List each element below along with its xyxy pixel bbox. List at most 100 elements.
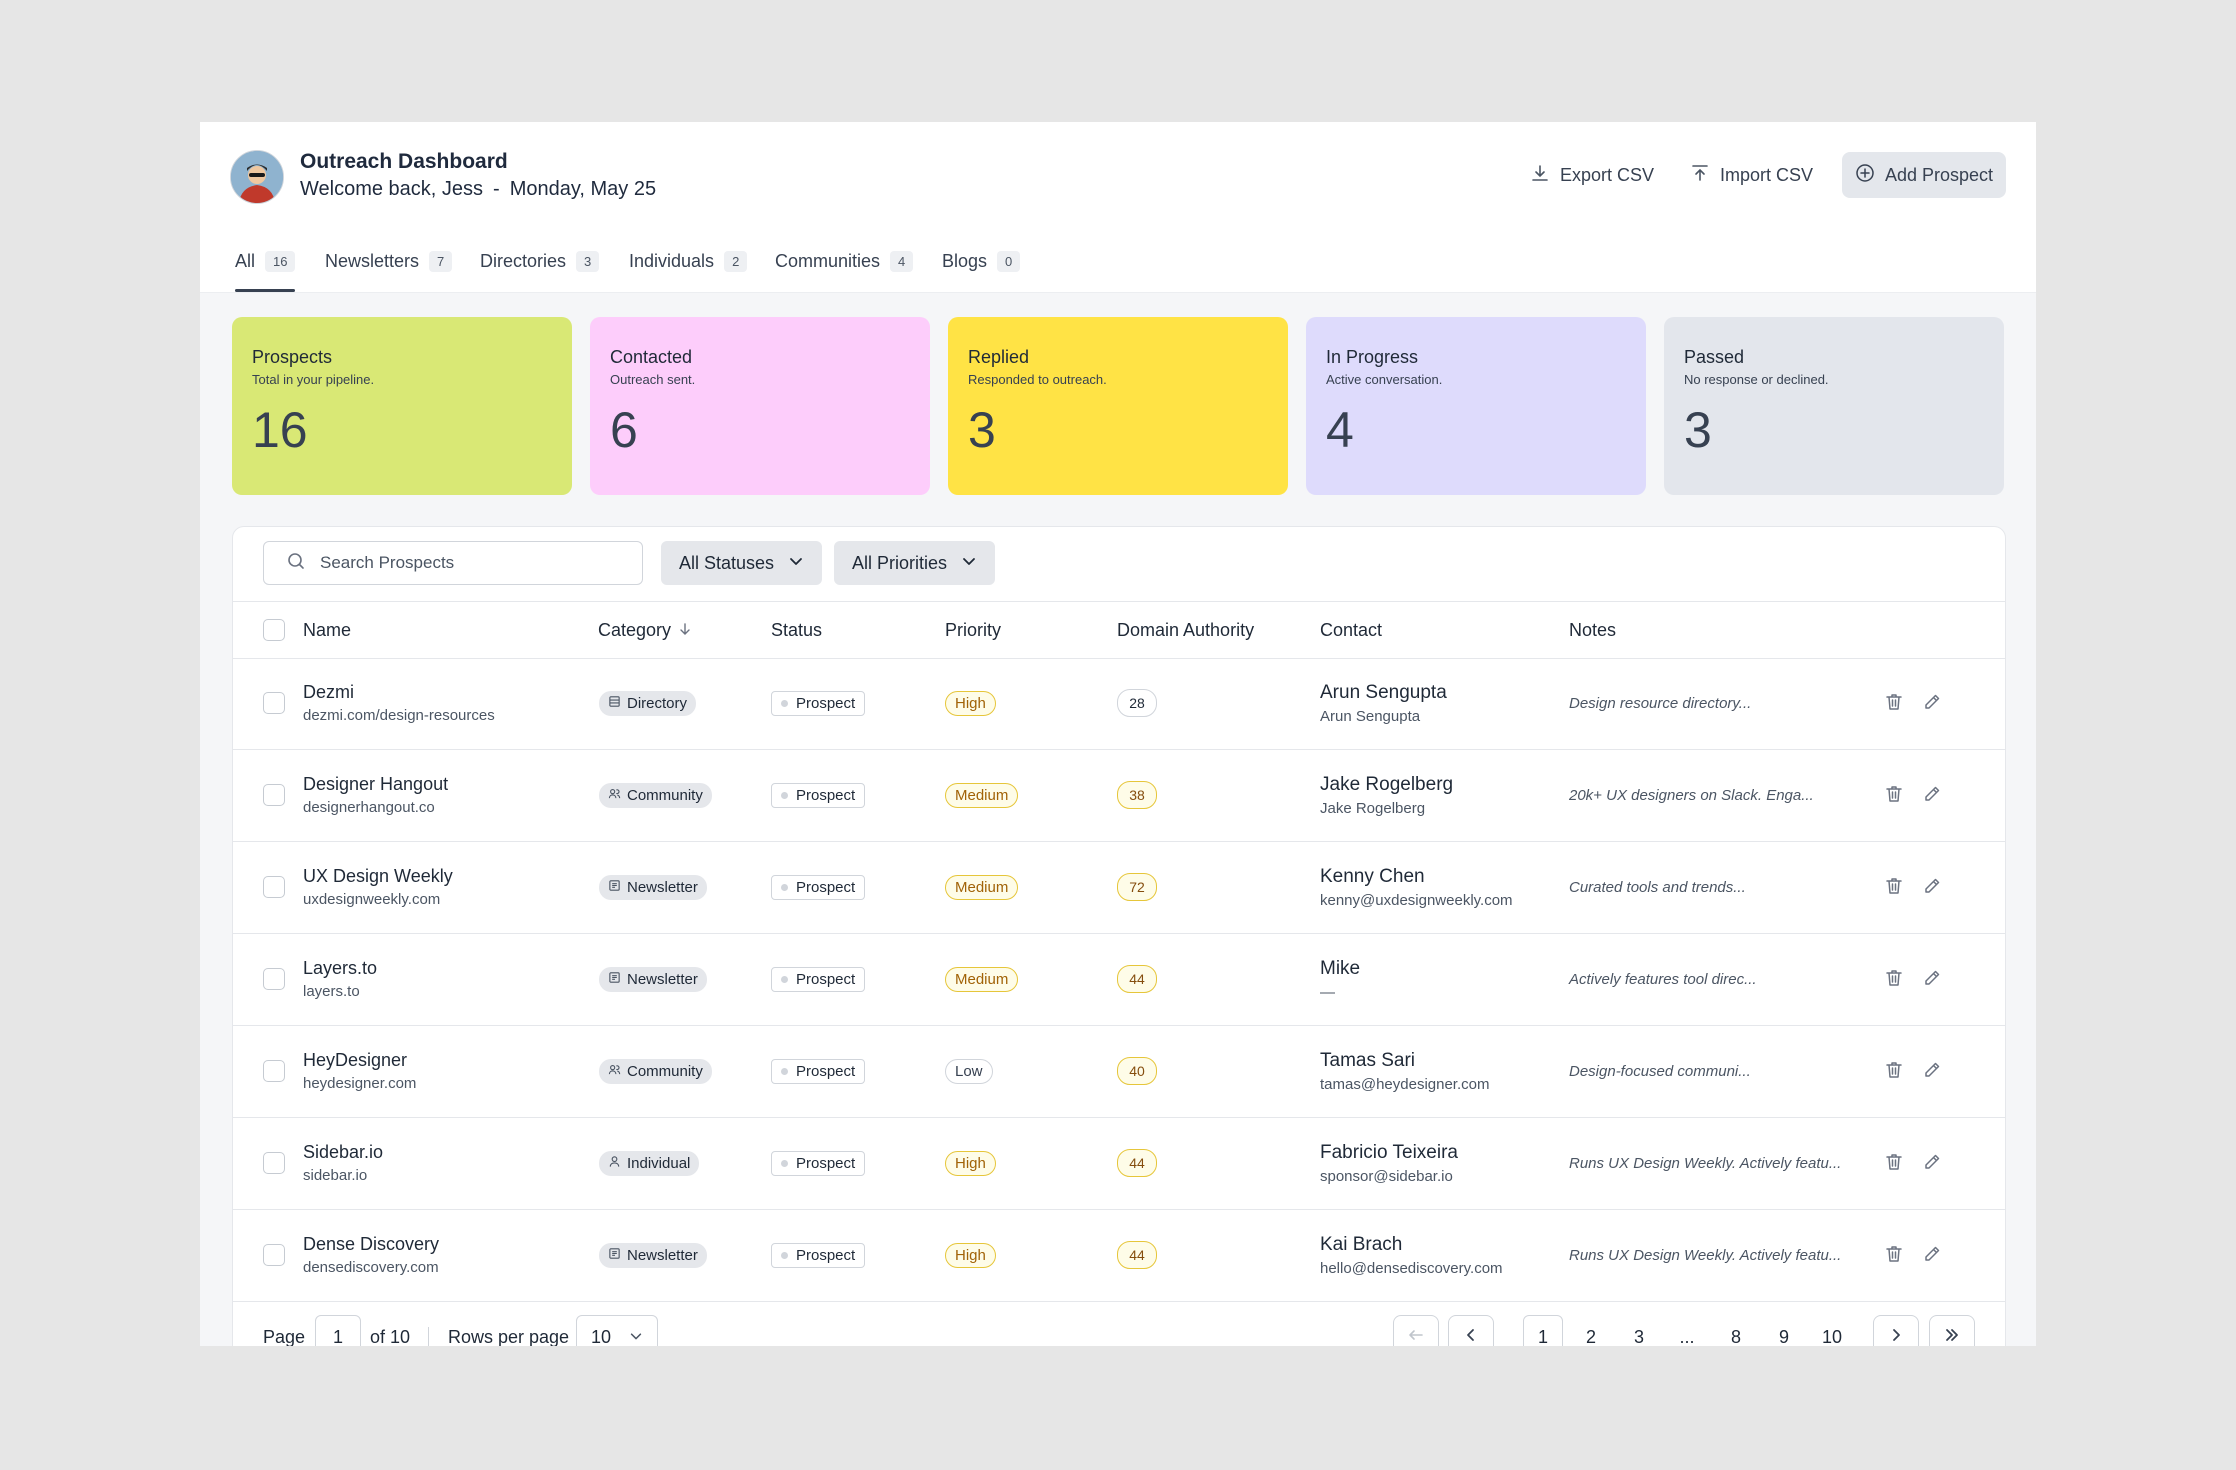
- row-checkbox[interactable]: [263, 1244, 285, 1266]
- priority-badge[interactable]: High: [945, 690, 996, 716]
- delete-button[interactable]: [1883, 783, 1905, 805]
- prospect-name[interactable]: Layers.to: [303, 958, 378, 978]
- column-notes[interactable]: Notes: [1569, 619, 1617, 640]
- avatar[interactable]: [230, 150, 284, 204]
- previous-page-button[interactable]: [1448, 1315, 1494, 1346]
- stat-card-prospects[interactable]: Prospects Total in your pipeline. 16: [232, 317, 572, 495]
- tab-communities[interactable]: Communities 4: [775, 230, 914, 292]
- row-checkbox[interactable]: [263, 1060, 285, 1082]
- status-badge[interactable]: Prospect: [771, 1150, 866, 1176]
- delete-button[interactable]: [1883, 875, 1905, 897]
- column-category[interactable]: Category: [598, 602, 691, 658]
- prospect-url[interactable]: heydesigner.com: [303, 1075, 417, 1092]
- status-badge[interactable]: Prospect: [771, 1242, 866, 1268]
- prospect-name[interactable]: UX Design Weekly: [303, 866, 453, 886]
- notes-text[interactable]: Design resource directory...: [1569, 694, 1752, 712]
- tab-newsletters[interactable]: Newsletters 7: [325, 230, 453, 292]
- status-badge[interactable]: Prospect: [771, 690, 866, 716]
- prospect-url[interactable]: uxdesignweekly.com: [303, 891, 441, 908]
- notes-text[interactable]: Runs UX Design Weekly. Actively featu...: [1569, 1154, 1842, 1172]
- delete-button[interactable]: [1883, 967, 1905, 989]
- column-name[interactable]: Name: [303, 619, 352, 640]
- prospect-name[interactable]: Dense Discovery: [303, 1234, 440, 1254]
- delete-button[interactable]: [1883, 691, 1905, 713]
- status-badge[interactable]: Prospect: [771, 874, 866, 900]
- prospect-name[interactable]: Sidebar.io: [303, 1142, 384, 1162]
- notes-text[interactable]: 20k+ UX designers on Slack. Enga...: [1569, 786, 1814, 804]
- table-row[interactable]: Dezmi dezmi.com/design-resources Directory…: [233, 657, 2005, 750]
- prospect-name[interactable]: Designer Hangout: [303, 774, 449, 794]
- edit-button[interactable]: [1921, 967, 1943, 989]
- prospect-url[interactable]: sidebar.io: [303, 1167, 368, 1184]
- edit-button[interactable]: [1921, 1059, 1943, 1081]
- status-badge[interactable]: Prospect: [771, 1058, 866, 1084]
- search-box[interactable]: [263, 541, 643, 585]
- priority-badge[interactable]: Medium: [945, 874, 1019, 900]
- stat-card-passed[interactable]: Passed No response or declined. 3: [1664, 317, 2004, 495]
- priority-badge[interactable]: Medium: [945, 966, 1019, 992]
- edit-button[interactable]: [1921, 691, 1943, 713]
- delete-button[interactable]: [1883, 1151, 1905, 1173]
- import-csv-button[interactable]: Import CSV: [1690, 152, 1813, 198]
- add-prospect-button[interactable]: Add Prospect: [1842, 152, 2006, 198]
- row-checkbox[interactable]: [263, 876, 285, 898]
- tab-individuals[interactable]: Individuals 2: [629, 230, 748, 292]
- priority-badge[interactable]: Low: [945, 1058, 993, 1084]
- search-input[interactable]: [318, 552, 622, 574]
- page-button[interactable]: 10: [1821, 1326, 1843, 1347]
- prospect-url[interactable]: layers.to: [303, 983, 360, 1000]
- prospect-url[interactable]: dezmi.com/design-resources: [303, 707, 495, 724]
- priority-badge[interactable]: Medium: [945, 782, 1019, 808]
- delete-button[interactable]: [1883, 1243, 1905, 1265]
- page-number-input[interactable]: 1: [315, 1315, 361, 1346]
- row-checkbox[interactable]: [263, 784, 285, 806]
- stat-card-contacted[interactable]: Contacted Outreach sent. 6: [590, 317, 930, 495]
- column-contact[interactable]: Contact: [1320, 619, 1383, 640]
- page-button[interactable]: 3: [1633, 1326, 1644, 1347]
- notes-text[interactable]: Actively features tool direc...: [1569, 970, 1757, 988]
- edit-button[interactable]: [1921, 1243, 1943, 1265]
- row-checkbox[interactable]: [263, 968, 285, 990]
- stat-card-replied[interactable]: Replied Responded to outreach. 3: [948, 317, 1288, 495]
- first-page-button[interactable]: [1393, 1315, 1439, 1346]
- page-button[interactable]: 2: [1585, 1326, 1596, 1347]
- table-row[interactable]: Layers.to layers.to Newsletter Prospect Medi…: [233, 933, 2005, 1026]
- delete-button[interactable]: [1883, 1059, 1905, 1081]
- page-button[interactable]: 8: [1730, 1326, 1741, 1347]
- prospect-url[interactable]: densediscovery.com: [303, 1259, 439, 1276]
- last-page-button[interactable]: [1929, 1315, 1975, 1346]
- rows-per-page-select[interactable]: 10: [576, 1315, 658, 1346]
- next-page-button[interactable]: [1873, 1315, 1919, 1346]
- tab-all[interactable]: All 16: [235, 230, 296, 292]
- page-button[interactable]: 1: [1523, 1315, 1563, 1346]
- column-domain-authority[interactable]: Domain Authority: [1117, 619, 1255, 640]
- row-checkbox[interactable]: [263, 692, 285, 714]
- notes-text[interactable]: Runs UX Design Weekly. Actively featu...: [1569, 1246, 1842, 1264]
- tab-directories[interactable]: Directories 3: [480, 230, 600, 292]
- notes-text[interactable]: Curated tools and trends...: [1569, 878, 1746, 896]
- column-priority[interactable]: Priority: [945, 619, 1002, 640]
- table-row[interactable]: Dense Discovery densediscovery.com Newslet…: [233, 1209, 2005, 1302]
- export-csv-button[interactable]: Export CSV: [1530, 152, 1654, 198]
- prospect-name[interactable]: HeyDesigner: [303, 1050, 408, 1070]
- table-row[interactable]: Designer Hangout designerhangout.co Commun…: [233, 749, 2005, 842]
- prospect-url[interactable]: designerhangout.co: [303, 799, 435, 816]
- table-row[interactable]: UX Design Weekly uxdesignweekly.com Newsle…: [233, 841, 2005, 934]
- status-badge[interactable]: Prospect: [771, 966, 866, 992]
- priority-filter-dropdown[interactable]: All Priorities: [834, 541, 996, 585]
- page-button[interactable]: 9: [1778, 1326, 1789, 1347]
- notes-text[interactable]: Design-focused communi...: [1569, 1062, 1751, 1080]
- status-filter-dropdown[interactable]: All Statuses: [661, 541, 823, 585]
- table-row[interactable]: HeyDesigner heydesigner.com Community Prosp…: [233, 1025, 2005, 1118]
- row-checkbox[interactable]: [263, 1152, 285, 1174]
- select-all-checkbox[interactable]: [263, 619, 285, 641]
- column-status[interactable]: Status: [771, 619, 823, 640]
- status-badge[interactable]: Prospect: [771, 782, 866, 808]
- table-row[interactable]: Sidebar.io sidebar.io Individual Prospect Hi…: [233, 1117, 2005, 1210]
- prospect-name[interactable]: Dezmi: [303, 682, 355, 702]
- stat-card-in-progress[interactable]: In Progress Active conversation. 4: [1306, 317, 1646, 495]
- tab-blogs[interactable]: Blogs 0: [942, 230, 1021, 292]
- priority-badge[interactable]: High: [945, 1150, 996, 1176]
- edit-button[interactable]: [1921, 1151, 1943, 1173]
- edit-button[interactable]: [1921, 783, 1943, 805]
